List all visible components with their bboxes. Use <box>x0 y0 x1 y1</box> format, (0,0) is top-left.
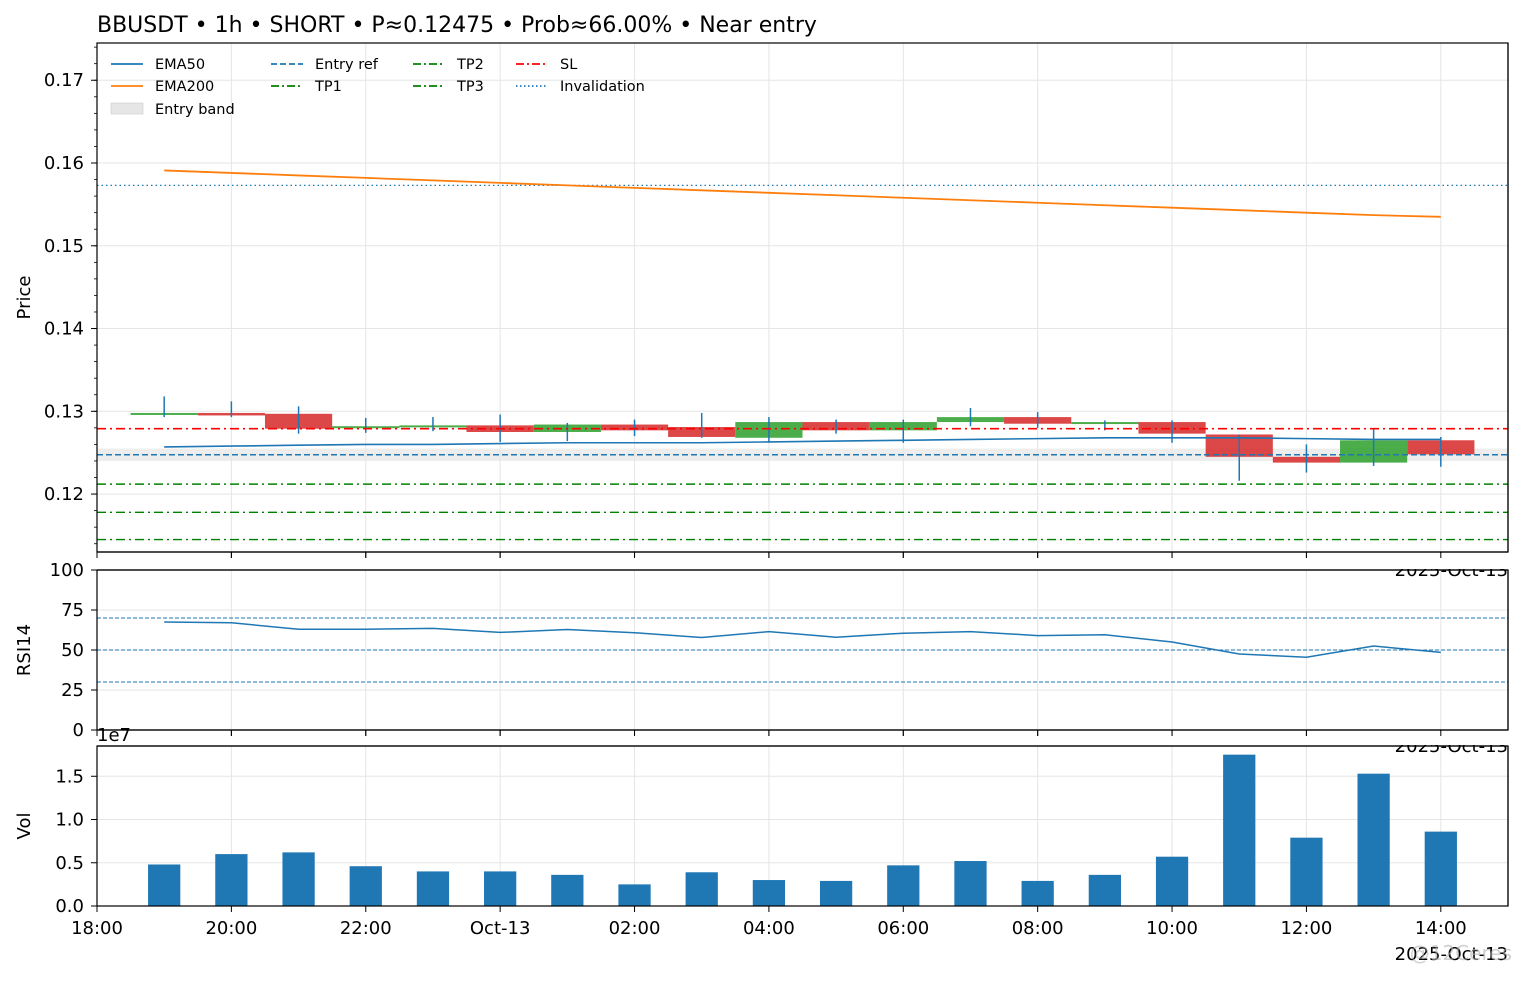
grid-layer <box>96 43 1508 907</box>
volume-bar <box>1424 831 1457 906</box>
x-offset-label: 2025-Oct-13 <box>1395 944 1508 965</box>
volume-bar <box>954 861 987 906</box>
x-tick-label: 14:00 <box>1415 918 1467 939</box>
x-tick-label: 12:00 <box>1280 918 1332 939</box>
legend-label: EMA50 <box>155 57 205 73</box>
legend-entry: EMA50 <box>111 57 205 73</box>
legend-entry: Entry band <box>110 102 235 118</box>
legend-entry: SL <box>516 57 577 73</box>
volume-bar <box>416 871 450 906</box>
volume-bar <box>551 874 584 906</box>
x-tick-label: 20:00 <box>205 918 257 939</box>
volume-bar <box>1088 874 1121 906</box>
volume-scale-label: 1e7 <box>97 725 131 746</box>
x-tick-label: 10:00 <box>1146 918 1198 939</box>
y-tick-label: 50 <box>61 640 84 661</box>
x-tick-label: 08:00 <box>1012 918 1064 939</box>
rsi-panel <box>97 617 1508 683</box>
y-tick-label: 0.13 <box>44 401 84 422</box>
ema200-line <box>164 169 1441 218</box>
legend-entry: TP1 <box>271 79 342 95</box>
y-tick-label: 0.14 <box>44 319 84 340</box>
label-mask <box>1380 553 1515 569</box>
legend: EMA50 EMA200 Entry band Entry ref TP1 TP2 TP3 S… <box>110 57 645 118</box>
volume-bar <box>1290 837 1323 906</box>
x-tick-label: 04:00 <box>743 918 795 939</box>
axes-layer: 18:00 20:00 22:00 Oct-13 02:00 04:00 06:00 08:0… <box>14 42 1515 965</box>
y-tick-label: 0.16 <box>44 153 84 174</box>
y-axis-label: RSI14 <box>14 624 35 676</box>
volume-bar <box>282 852 315 906</box>
y-axis-label: Vol <box>14 813 35 840</box>
y-tick-label: 100 <box>50 560 84 581</box>
x-tick-label: 06:00 <box>877 918 929 939</box>
y-tick-label: 0 <box>73 720 84 741</box>
y-tick-label: 0.5 <box>55 853 84 874</box>
volume-bar <box>1357 773 1390 906</box>
legend-label: Invalidation <box>560 79 645 95</box>
y-tick-label: 0.12 <box>44 484 84 505</box>
volume-bar <box>349 866 382 906</box>
y-tick-label: 0.15 <box>44 236 84 257</box>
volume-bar <box>685 872 718 906</box>
volume-panel <box>148 754 1457 906</box>
rsi-line <box>164 621 1441 658</box>
y-tick-label: 0.17 <box>44 70 84 91</box>
ema50-line <box>164 436 1441 448</box>
legend-entry: TP3 <box>413 79 484 95</box>
volume-bar <box>148 864 181 906</box>
label-mask <box>1380 731 1515 745</box>
volume-bar <box>484 871 517 906</box>
legend-label: TP3 <box>456 79 484 95</box>
legend-entry: Invalidation <box>516 79 645 95</box>
legend-entry: EMA200 <box>111 79 214 95</box>
volume-bar <box>752 880 786 906</box>
volume-bar <box>887 865 920 906</box>
legend-label: Entry band <box>155 102 235 118</box>
legend-entry: TP2 <box>413 57 484 73</box>
legend-label: TP2 <box>456 57 484 73</box>
y-axis-label: Price <box>14 276 35 320</box>
price-panel <box>97 169 1508 541</box>
legend-swatch <box>110 102 144 115</box>
y-tick-label: 75 <box>61 600 84 621</box>
volume-bar <box>1223 754 1256 906</box>
panel-frame <box>96 42 1509 553</box>
chart-title: BBUSDT • 1h • SHORT • P≈0.12475 • Prob≈6… <box>97 13 817 38</box>
volume-bar <box>215 854 248 906</box>
watermark: @12Ceres <box>1410 941 1512 965</box>
volume-bar <box>819 880 853 906</box>
x-tick-label: 22:00 <box>340 918 392 939</box>
legend-entry: Entry ref <box>271 57 379 73</box>
x-tick-label: Oct-13 <box>470 918 531 939</box>
x-tick-label: 18:00 <box>71 918 123 939</box>
legend-label: TP1 <box>314 79 342 95</box>
legend-label: Entry ref <box>315 57 379 73</box>
legend-label: SL <box>560 57 577 73</box>
legend-label: EMA200 <box>155 79 214 95</box>
y-tick-label: 1.5 <box>55 766 84 787</box>
y-tick-label: 0.0 <box>55 896 84 917</box>
volume-bar <box>1155 856 1189 906</box>
volume-bar <box>1021 880 1054 906</box>
y-tick-label: 1.0 <box>55 810 84 831</box>
y-tick-label: 25 <box>61 680 84 701</box>
x-tick-label: 02:00 <box>609 918 661 939</box>
volume-bar <box>618 884 651 906</box>
